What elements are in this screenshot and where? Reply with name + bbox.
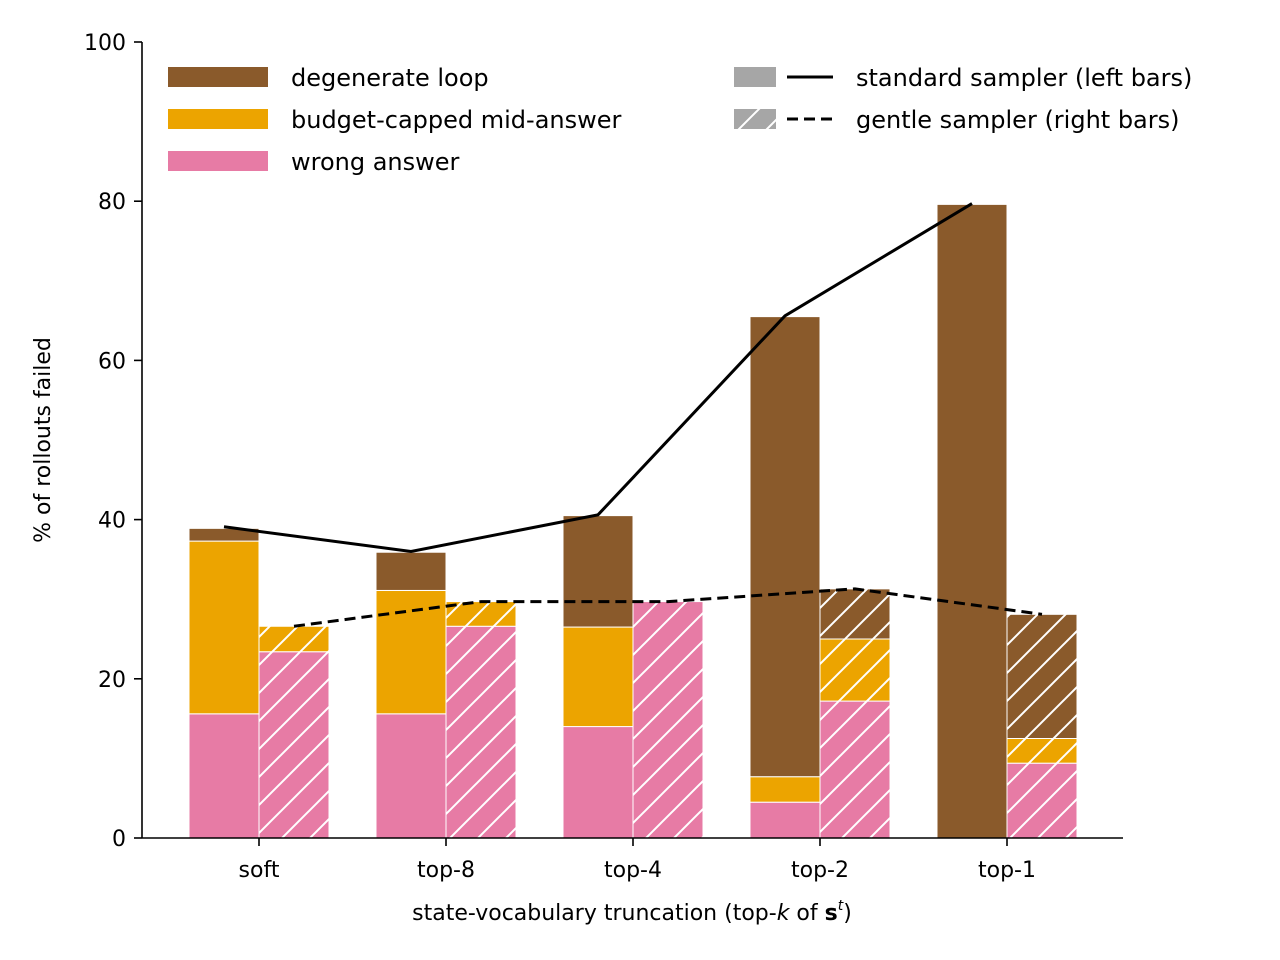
legend-swatch-degenerate-loop: [168, 67, 268, 87]
bar-standard-sampler-top-2-budget-capped-mid-answer: [749, 776, 821, 803]
bar-standard-sampler-top-1-degenerate-loop: [936, 203, 1008, 839]
bar-hatch-top-1-budget-capped-mid-answer: [1007, 738, 1077, 764]
bar-standard-sampler-soft-budget-capped-mid-answer: [188, 540, 260, 715]
y-tick-label: 40: [98, 509, 126, 534]
legend-label-degenerate-loop: degenerate loop: [291, 64, 489, 92]
bar-standard-sampler-top-8-wrong-answer: [375, 713, 447, 839]
legend-label-gentle-sampler: gentle sampler (right bars): [856, 106, 1180, 134]
bar-hatch-top-8-wrong-answer: [446, 626, 516, 838]
bar-hatch-top-8-budget-capped-mid-answer: [446, 601, 516, 627]
x-tick-label-top-8: top-8: [417, 858, 475, 883]
bar-hatch-soft-budget-capped-mid-answer: [259, 626, 329, 652]
y-tick-label: 100: [84, 31, 126, 56]
legend-label-standard-sampler: standard sampler (left bars): [856, 64, 1192, 92]
line-gentle-sampler: [293, 587, 1043, 628]
legend: degenerate loop budget-capped mid-answer…: [168, 64, 1192, 176]
legend-swatch-wrong-answer: [168, 151, 268, 171]
y-tick-label: 0: [112, 827, 126, 852]
legend-swatch-gentle-hatch: [734, 109, 776, 129]
bar-standard-sampler-top-2-degenerate-loop: [749, 316, 821, 778]
y-axis-label: % of rollouts failed: [31, 337, 56, 543]
y-tick-label: 60: [98, 349, 126, 374]
bar-standard-sampler-top-4-budget-capped-mid-answer: [562, 626, 634, 728]
y-tick-label: 80: [98, 190, 126, 215]
bar-standard-sampler-top-4-degenerate-loop: [562, 515, 634, 628]
legend-swatch-standard-bar: [734, 67, 776, 87]
line-standard-sampler: [223, 202, 973, 553]
bar-hatch-top-2-budget-capped-mid-answer: [820, 639, 890, 702]
lines-layer: [223, 202, 1043, 628]
bar-hatch-top-2-degenerate-loop: [820, 588, 890, 639]
legend-swatch-budget-capped: [168, 109, 268, 129]
x-tick-label-soft: soft: [239, 858, 280, 883]
bar-standard-sampler-soft-degenerate-loop: [188, 527, 260, 542]
bar-hatch-top-1-degenerate-loop: [1007, 614, 1077, 739]
x-ticks: soft top-8 top-4 top-2 top-1: [239, 838, 1036, 883]
y-ticks: 0 20 40 60 80 100: [84, 31, 142, 852]
bar-standard-sampler-top-8-degenerate-loop: [375, 551, 447, 591]
bar-standard-sampler-top-8-budget-capped-mid-answer: [375, 589, 447, 715]
x-tick-label-top-1: top-1: [978, 858, 1036, 883]
bar-hatch-soft-wrong-answer: [259, 651, 329, 838]
bar-standard-sampler-top-2-wrong-answer: [749, 801, 821, 839]
bar-standard-sampler-top-4-wrong-answer: [562, 726, 634, 839]
x-tick-label-top-4: top-4: [604, 858, 662, 883]
x-axis-label: state-vocabulary truncation (top-k of st…: [412, 898, 852, 926]
bar-hatch-top-4-wrong-answer: [633, 601, 703, 838]
legend-label-budget-capped: budget-capped mid-answer: [291, 106, 622, 134]
bar-hatch-top-1-wrong-answer: [1007, 763, 1077, 838]
bar-standard-sampler-soft-wrong-answer: [188, 713, 260, 839]
x-tick-label-top-2: top-2: [791, 858, 849, 883]
y-tick-label: 20: [98, 668, 126, 693]
bar-hatch-top-2-wrong-answer: [820, 701, 890, 838]
bars-layer: [188, 203, 1078, 839]
legend-label-wrong-answer: wrong answer: [291, 148, 460, 176]
